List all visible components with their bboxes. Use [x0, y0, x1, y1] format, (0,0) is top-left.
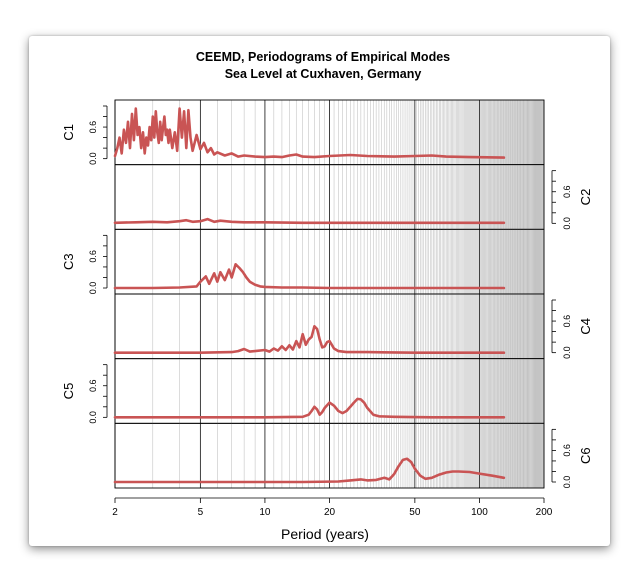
y-tick-label: 0.6 — [88, 379, 98, 392]
chart-title: CEEMD, Periodograms of Empirical Modes — [196, 50, 450, 64]
x-tick-label: 20 — [324, 507, 336, 518]
series-line-c2 — [113, 217, 506, 225]
series-line-c3 — [113, 263, 506, 290]
panel-label: C6 — [578, 447, 593, 464]
panel-label: C4 — [578, 318, 593, 335]
y-tick-label: 0.6 — [562, 185, 572, 198]
chart-subtitle: Sea Level at Cuxhaven, Germany — [225, 67, 422, 81]
x-tick-label: 50 — [409, 507, 421, 518]
series-line-c5 — [113, 397, 506, 419]
panel-label: C5 — [61, 383, 76, 400]
x-tick-label: 100 — [471, 507, 488, 518]
panel-c5: 0.0 0.6 C5 — [61, 358, 545, 424]
panel-c1: 0.0 0.6 C1 — [61, 99, 545, 166]
panel-c3: 0.0 0.6 C3 — [61, 228, 545, 295]
y-tick-label: 0.0 — [562, 346, 572, 359]
y-tick-label: 0.6 — [88, 250, 98, 263]
chart-card: CEEMD, Periodograms of Empirical Modes S… — [29, 36, 610, 546]
x-axis: 2 5 10 20 50 100 200 — [112, 497, 553, 518]
y-tick-label: 0.6 — [562, 444, 572, 457]
x-tick-label: 5 — [198, 507, 204, 518]
panel-label: C1 — [61, 124, 76, 141]
panel-c6: 0.0 0.6 C6 — [113, 422, 593, 489]
x-tick-label: 200 — [536, 507, 553, 518]
panel-c2: 0.0 0.6 C2 — [113, 164, 593, 230]
y-tick-label: 0.6 — [562, 315, 572, 328]
series-line-c4 — [113, 325, 506, 354]
y-tick-label: 0.0 — [562, 476, 572, 489]
x-axis-label: Period (years) — [281, 526, 369, 542]
periodogram-chart: CEEMD, Periodograms of Empirical Modes S… — [61, 50, 593, 542]
panel-c4: 0.0 0.6 C4 — [113, 293, 593, 360]
panel-label: C2 — [578, 189, 593, 206]
y-tick-label: 0.0 — [88, 152, 98, 165]
series-line-c6 — [113, 457, 506, 484]
x-tick-label: 2 — [112, 507, 118, 518]
x-tick-label: 10 — [259, 507, 271, 518]
panels-group: 0.0 0.6 C1 0.0 0.6 C2 0.0 0.6 C3 0.0 0.6 C4 0.0 0.6 C5… — [61, 99, 593, 489]
y-tick-label: 0.0 — [562, 217, 572, 230]
y-tick-label: 0.0 — [88, 282, 98, 295]
y-tick-label: 0.6 — [88, 121, 98, 134]
y-tick-label: 0.0 — [88, 411, 98, 424]
panel-label: C3 — [61, 253, 76, 270]
panel-frame — [114, 422, 545, 489]
series-line-c1 — [113, 107, 506, 159]
